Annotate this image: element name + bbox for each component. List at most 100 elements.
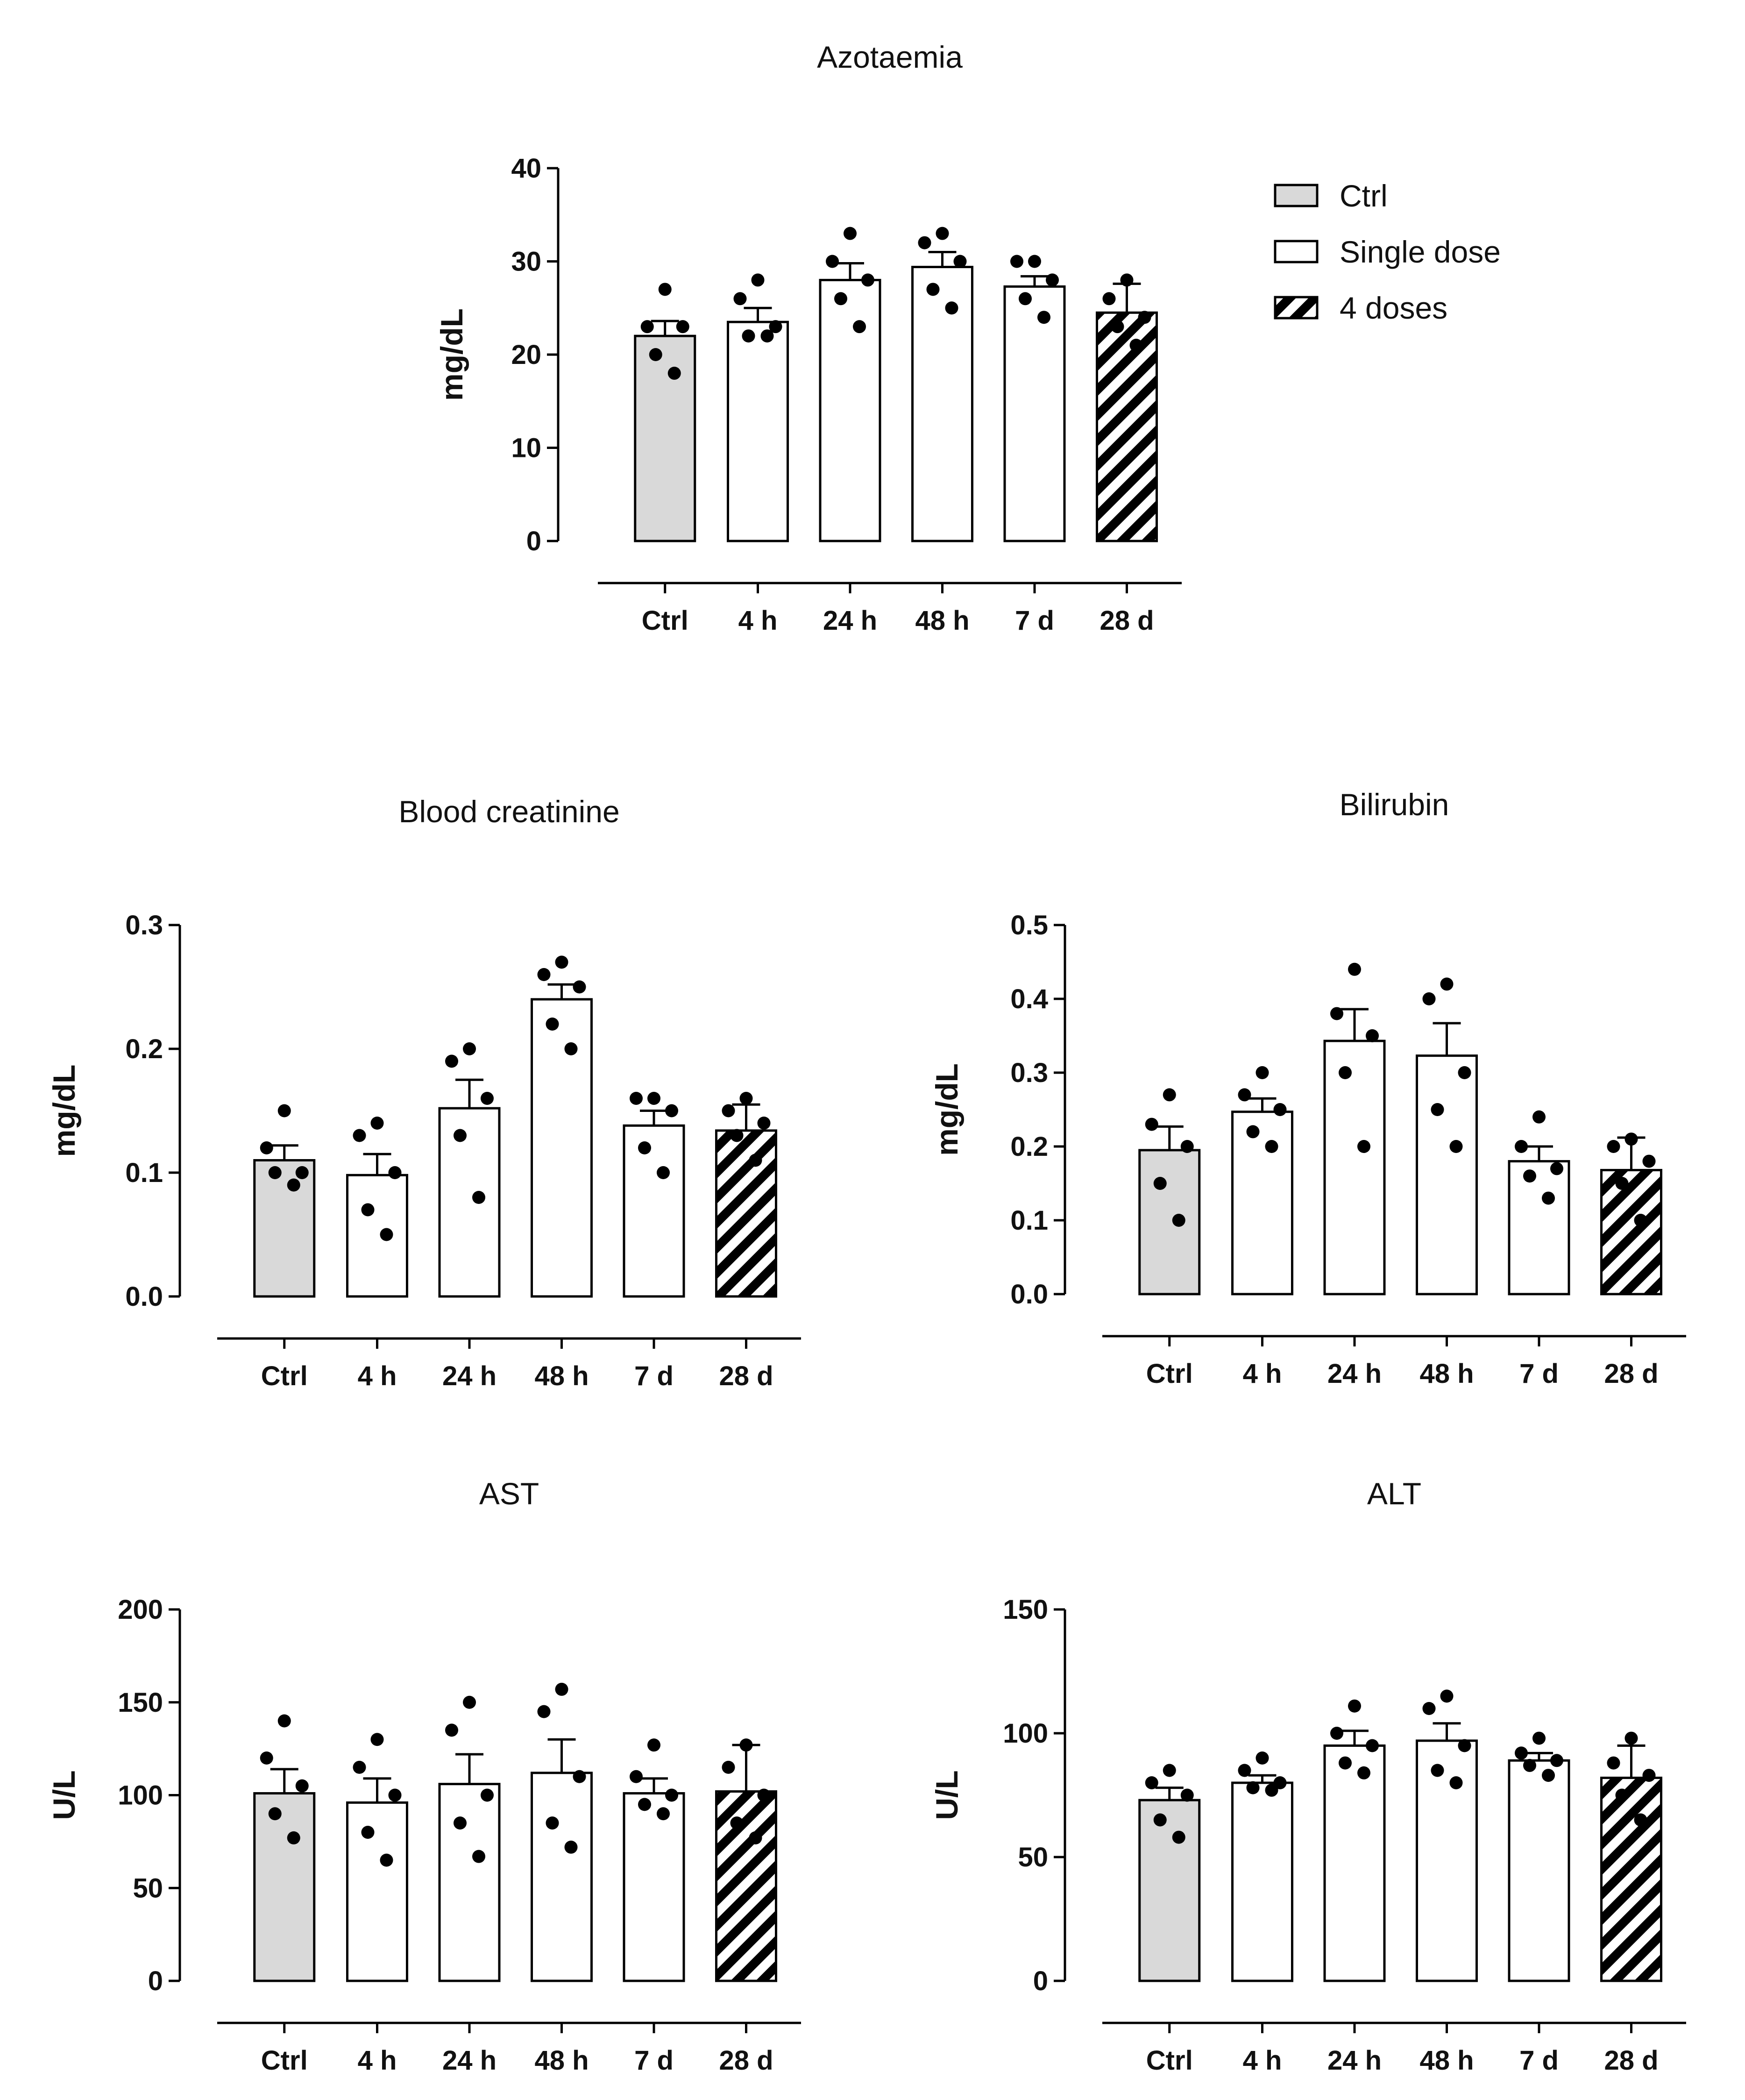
- x-tick-label: 4 h: [358, 2045, 397, 2076]
- data-point: [1163, 1764, 1176, 1777]
- data-point: [1273, 1776, 1287, 1789]
- data-point: [546, 1018, 559, 1031]
- data-point: [361, 1203, 375, 1217]
- x-tick-label: Ctrl: [1146, 2045, 1193, 2076]
- data-point: [749, 1153, 762, 1167]
- data-point: [463, 1695, 476, 1709]
- data-point: [361, 1826, 375, 1839]
- data-point: [638, 1798, 651, 1811]
- data-point: [287, 1178, 300, 1192]
- data-point: [722, 1104, 735, 1118]
- data-point: [454, 1816, 467, 1830]
- data-point: [268, 1807, 282, 1821]
- data-point: [1634, 1214, 1647, 1227]
- bar: [531, 998, 593, 1298]
- data-point: [730, 1816, 744, 1830]
- y-tick-label: 0.1: [1010, 1205, 1048, 1236]
- bar: [1096, 311, 1158, 542]
- data-point: [926, 283, 940, 296]
- bar: [531, 1772, 593, 1982]
- bar: [715, 1129, 777, 1298]
- data-point: [751, 273, 765, 287]
- data-point: [1357, 1766, 1370, 1780]
- data-point: [537, 1705, 551, 1718]
- chart-blood-creatinine: Blood creatinine 0.0 0.1 0.2 0.3 mg/dL Ctrl 4 h…: [47, 794, 801, 1391]
- data-point: [1153, 1813, 1167, 1827]
- data-point: [481, 1788, 494, 1802]
- data-point: [1532, 1731, 1546, 1745]
- y-tick-label: 0: [1033, 1966, 1048, 1996]
- bar: [346, 1801, 408, 1982]
- data-point: [573, 980, 586, 994]
- chart-bilirubin: Bilirubin 0.0 0.1 0.2 0.3 0.4 0.5 mg/dL Ctrl 4 h 2…: [929, 787, 1686, 1389]
- legend-item-4-doses: 4 doses: [1274, 291, 1447, 325]
- y-tick-label: 0.4: [1010, 984, 1048, 1014]
- chart-alt: ALT 0 50 100 150 U/L Ctrl 4 h 24 h 48 h 7 d 28 d: [929, 1476, 1686, 2076]
- data-point: [638, 1141, 651, 1154]
- charts-layer: Azotaemia 0 10 20 30 40 mg/dL Ctrl 4 h 24 h 48 h 7 …: [47, 40, 1686, 2076]
- data-point: [370, 1117, 384, 1130]
- x-tick-label: 48 h: [534, 2045, 589, 2076]
- data-point: [665, 1104, 678, 1118]
- x-tick-label: 24 h: [1327, 2045, 1382, 2076]
- data-point: [730, 1129, 744, 1142]
- bar: [1600, 1169, 1662, 1296]
- data-point: [676, 320, 689, 334]
- data-point: [1265, 1140, 1278, 1153]
- data-point: [1366, 1739, 1379, 1752]
- data-point: [445, 1054, 458, 1068]
- bar: [1231, 1781, 1293, 1982]
- data-point: [1624, 1132, 1638, 1146]
- bar: [1138, 1149, 1201, 1296]
- data-point: [260, 1141, 273, 1154]
- data-point: [1145, 1776, 1158, 1789]
- y-tick-label: 10: [511, 433, 541, 463]
- y-tick-label: 0.3: [125, 910, 163, 940]
- data-point: [649, 348, 662, 361]
- data-point: [749, 1831, 762, 1844]
- x-tick-label: Ctrl: [261, 2045, 308, 2076]
- x-tick-label: 24 h: [442, 2045, 497, 2076]
- x-tick-label: 7 d: [1519, 1359, 1559, 1389]
- data-point: [853, 320, 866, 334]
- data-point: [481, 1092, 494, 1105]
- data-point: [1238, 1088, 1251, 1102]
- y-tick-label: 0.2: [125, 1034, 163, 1064]
- data-point: [1449, 1776, 1463, 1789]
- data-point: [1120, 273, 1134, 287]
- data-point: [953, 255, 967, 268]
- x-tick-label: 24 h: [442, 1361, 497, 1391]
- data-point: [353, 1129, 366, 1142]
- data-point: [742, 329, 755, 343]
- data-point: [1440, 1689, 1454, 1703]
- data-point: [454, 1129, 467, 1142]
- bar: [1508, 1160, 1570, 1296]
- data-point: [1339, 1756, 1352, 1770]
- x-tick-label: 28 d: [1604, 1359, 1658, 1389]
- data-point: [1615, 1177, 1629, 1190]
- data-point: [295, 1779, 309, 1793]
- y-tick-label: 100: [118, 1780, 163, 1811]
- data-point: [657, 1166, 670, 1179]
- data-point: [757, 1117, 771, 1130]
- y-tick-label: 0.2: [1010, 1132, 1048, 1162]
- x-tick-label: 48 h: [534, 1361, 589, 1391]
- x-tick-label: 24 h: [823, 605, 877, 636]
- data-point: [1019, 292, 1032, 306]
- data-point: [1111, 320, 1124, 334]
- data-point: [1542, 1191, 1555, 1205]
- y-tick-label: 0: [148, 1966, 163, 1996]
- x-tick-label: 48 h: [1419, 1359, 1474, 1389]
- y-tick-label: 0.0: [125, 1281, 163, 1312]
- data-point: [1028, 255, 1041, 268]
- data-point: [1330, 1727, 1343, 1740]
- x-tick-label: 4 h: [1243, 2045, 1282, 2076]
- data-point: [564, 1042, 578, 1055]
- y-axis-label: U/L: [929, 1770, 964, 1820]
- x-tick-label: 48 h: [915, 605, 969, 636]
- data-point: [733, 292, 747, 306]
- data-point: [564, 1840, 578, 1854]
- y-axis-label: U/L: [47, 1770, 81, 1820]
- data-point: [1348, 1699, 1361, 1713]
- data-point: [1624, 1731, 1638, 1745]
